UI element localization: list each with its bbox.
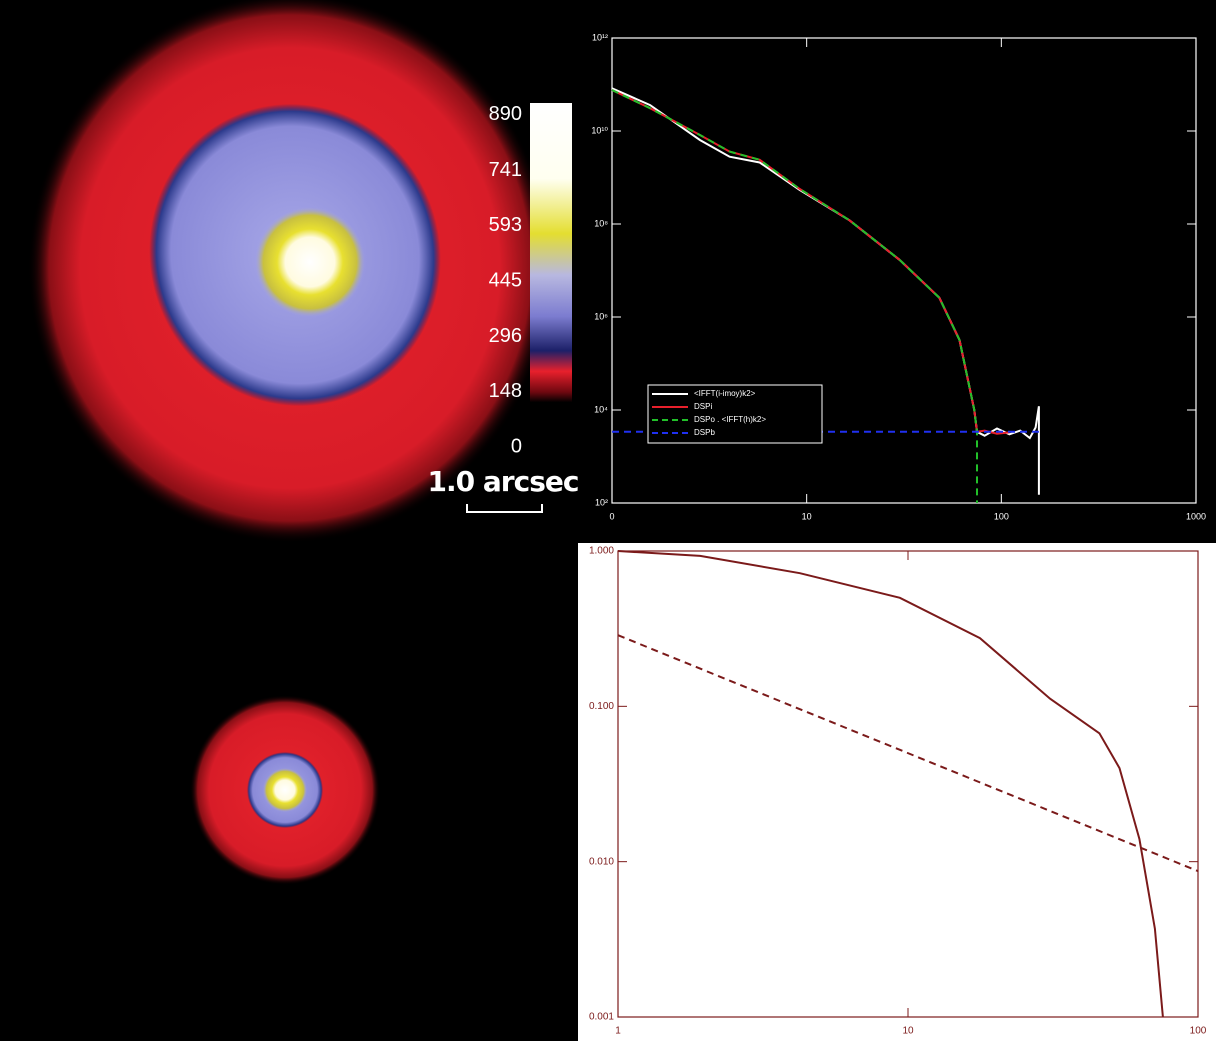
y-tick-label: 10¹² — [592, 32, 608, 42]
x-tick-label: 1 — [615, 1026, 621, 1037]
y-tick-label: 10⁴ — [594, 404, 608, 414]
colorbar-tick-label: 593 — [489, 214, 522, 236]
y-tick-label: 10⁶ — [594, 311, 608, 321]
scale-bar — [466, 504, 543, 513]
y-tick-label: 10⁸ — [594, 218, 608, 228]
scale-bar-label: 1.0 arcsec — [428, 465, 579, 498]
x-tick-label: 0 — [609, 511, 614, 521]
axes-box — [611, 37, 1197, 504]
y-tick-label: 0.010 — [589, 856, 614, 867]
colorbar-tick-label: 445 — [489, 269, 522, 291]
colorbar-tick-label: 296 — [489, 325, 522, 347]
y-tick-label: 1.000 — [589, 546, 614, 557]
legend-label: <IFFT(i-imoy)k2> — [694, 389, 756, 398]
y-tick-label: 10² — [595, 497, 608, 507]
nebula-image — [28, 0, 552, 543]
psf-image — [190, 695, 380, 885]
y-tick-label: 10¹⁰ — [591, 125, 608, 135]
series-line — [617, 634, 1199, 873]
series-line — [611, 89, 978, 503]
colorbar-tick-label: 890 — [489, 103, 522, 125]
plot-background — [578, 543, 1216, 1041]
colorbar-tick-label: 0 — [511, 435, 522, 457]
legend-label: DSPb — [694, 428, 715, 437]
x-tick-label: 100 — [994, 511, 1009, 521]
colorbar-tick-label: 741 — [489, 159, 522, 181]
legend-label: DSPo . <IFFT(h)k2> — [694, 415, 766, 424]
colorbar-tick-label: 148 — [489, 380, 522, 402]
y-tick-label: 0.001 — [589, 1012, 614, 1023]
legend-label: DSPi — [694, 402, 712, 411]
series-line — [617, 550, 1164, 1018]
core — [255, 207, 365, 317]
psf-core — [263, 768, 307, 812]
y-tick-label: 0.100 — [589, 701, 614, 712]
x-tick-label: 10 — [902, 1026, 914, 1037]
x-tick-label: 1000 — [1186, 511, 1206, 521]
x-tick-label: 100 — [1190, 1026, 1207, 1037]
colorbar — [530, 103, 572, 447]
x-tick-label: 10 — [802, 511, 812, 521]
